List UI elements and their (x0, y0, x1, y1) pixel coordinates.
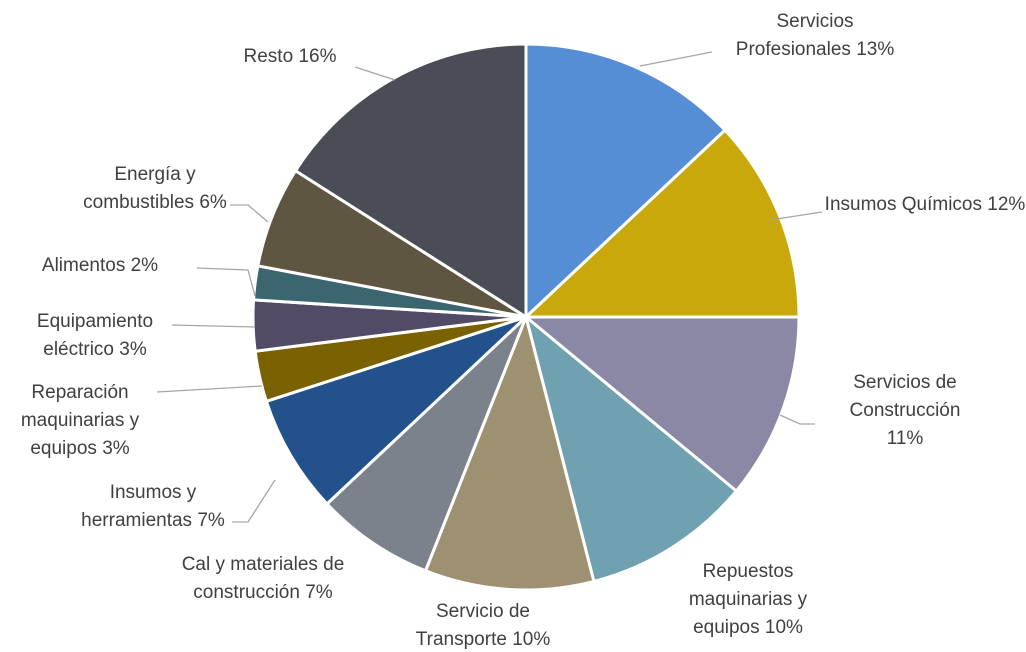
leader-line (196, 267, 256, 297)
leader-line (230, 204, 269, 223)
data-label: Reparación maquinarias y equipos 3% (5, 379, 155, 463)
pie-slice (522, 127, 801, 319)
leader-line (769, 211, 823, 221)
slice-percent: 3% (119, 339, 147, 360)
slice-percent: 7% (305, 582, 333, 603)
data-label: Insumos y herramientas 7% (68, 479, 238, 535)
data-label: Repuestos maquinarias y equipos 10% (666, 558, 831, 642)
slice-name: Alimentos (41, 255, 126, 276)
pie-slice (523, 312, 739, 584)
leader-line (232, 479, 276, 523)
slice-percent: 6% (199, 192, 227, 213)
data-label: Equipamiento eléctrico 3% (15, 308, 175, 364)
slice-percent: 7% (197, 510, 225, 531)
slice-name: Servicios Profesionales (735, 11, 854, 60)
slice-name: Servicio de Transporte (415, 601, 530, 650)
pie-slice (423, 312, 596, 592)
leader-line (639, 51, 713, 67)
slice-name: Cal y materiales de construcción (181, 554, 345, 603)
slice-percent: 2% (130, 255, 159, 276)
slice-percent: 11% (886, 428, 924, 449)
leader-line (779, 414, 815, 425)
slice-name: Repuestos maquinarias y equipos (688, 561, 808, 638)
slice-percent: 3% (102, 438, 130, 459)
data-label: Servicios de Construcción 11% (830, 369, 980, 453)
slice-percent: 10% (512, 629, 551, 650)
slice-name: Servicios de Construcción (849, 372, 961, 421)
slice-name: Insumos y herramientas (81, 482, 197, 531)
pie-slice (324, 315, 528, 573)
slice-percent: 12% (987, 194, 1026, 215)
pie-slice (293, 42, 528, 320)
slice-percent: 16% (298, 46, 337, 67)
slice-name: Equipamiento eléctrico (36, 311, 154, 360)
slice-name: Reparación maquinarias y equipos (20, 382, 140, 459)
pie-slice (521, 315, 801, 494)
data-label: Cal y materiales de construcción 7% (156, 551, 371, 607)
data-label: Servicio de Transporte 10% (401, 598, 566, 652)
pie-slice (524, 42, 728, 321)
data-label: Insumos Químicos 12% (823, 191, 1026, 219)
data-label: Servicios Profesionales 13% (720, 8, 910, 64)
pie-slice (264, 315, 528, 507)
leader-line (156, 385, 263, 393)
data-label: Resto 16% (190, 43, 390, 71)
slice-percent: 13% (856, 39, 895, 60)
slice-percent: 10% (764, 617, 803, 638)
data-label: Alimentos 2% (0, 252, 200, 280)
slice-name: Insumos Químicos (824, 194, 982, 215)
slice-name: Energía y combustibles (83, 164, 196, 213)
data-label: Energía y combustibles 6% (75, 161, 235, 217)
slice-name: Resto (243, 46, 294, 67)
leader-line (354, 66, 396, 81)
leader-line (171, 324, 256, 328)
